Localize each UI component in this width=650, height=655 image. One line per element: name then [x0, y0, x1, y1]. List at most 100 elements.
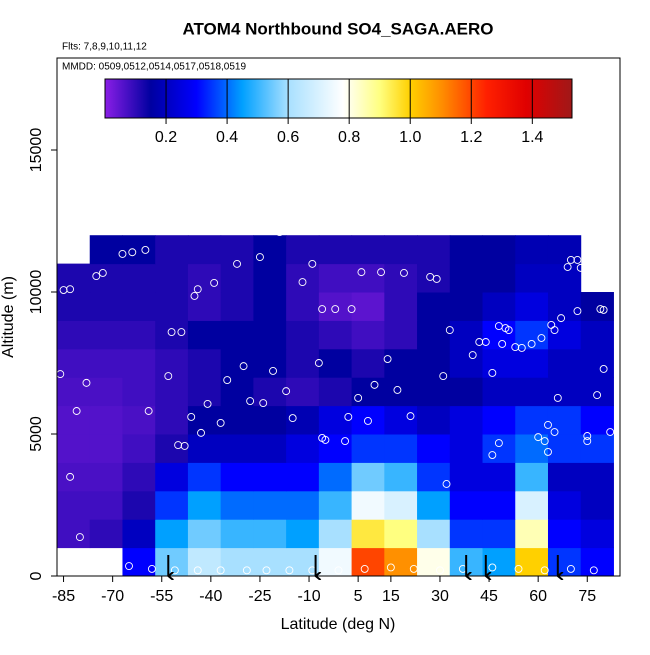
sample-point — [82, 378, 91, 387]
heat-cell — [482, 292, 516, 321]
sample-point — [210, 278, 219, 287]
heat-cell — [253, 519, 287, 549]
heat-cell — [57, 377, 91, 407]
y-axis-label: Altitude (m) — [0, 276, 17, 358]
heat-cell — [515, 490, 549, 520]
heat-cell — [580, 434, 614, 463]
sample-point — [599, 305, 608, 314]
heat-cell — [417, 462, 451, 492]
sample-point — [298, 278, 307, 287]
sample-point — [262, 566, 271, 575]
sample-point — [357, 268, 366, 277]
sample-point — [233, 259, 241, 268]
sample-point — [344, 413, 353, 421]
heat-cell — [417, 490, 451, 520]
heat-cell — [286, 320, 320, 350]
heat-cell — [318, 348, 353, 378]
heat-cell — [286, 348, 320, 378]
heat-cell — [286, 519, 320, 549]
heat-cell — [547, 490, 582, 520]
heat-cell — [417, 235, 451, 265]
heat-cell — [220, 462, 254, 492]
heat-cell — [417, 320, 451, 350]
heat-cell — [515, 434, 549, 463]
sample-point — [544, 447, 552, 456]
heat-cell — [417, 547, 451, 577]
sample-point — [517, 344, 526, 352]
heat-cell — [253, 547, 287, 577]
heat-cell — [449, 462, 484, 492]
heat-cell — [384, 320, 418, 350]
heat-cell — [89, 434, 123, 463]
heat-cell — [155, 405, 189, 435]
sample-point — [164, 372, 173, 381]
heat-cell — [482, 235, 516, 265]
x-axis-label: Latitude (deg N) — [281, 616, 396, 633]
sample-point — [540, 437, 549, 446]
sample-point — [534, 433, 543, 442]
heat-cell — [449, 405, 484, 435]
heat-cell — [515, 377, 549, 407]
heat-cell — [449, 263, 484, 293]
sample-point — [223, 376, 232, 384]
annotation: MMDD: 0509,0512,0514,0517,0518,0519 — [62, 62, 246, 73]
colorbar-tick-label: 1.2 — [460, 129, 482, 146]
heat-cell — [351, 292, 385, 321]
sample-point — [488, 368, 497, 377]
heat-cell — [318, 490, 353, 520]
x-tick-label: -10 — [297, 588, 320, 605]
heat-cell — [89, 462, 123, 492]
sample-point — [566, 564, 575, 573]
sample-point — [187, 413, 196, 421]
heat-cell — [253, 377, 287, 407]
heat-cell — [187, 377, 222, 407]
heat-cell — [89, 377, 123, 407]
heat-cell — [220, 405, 254, 435]
sample-point — [573, 307, 582, 315]
sample-point — [475, 338, 484, 346]
heat-cell — [89, 235, 123, 265]
sample-point — [544, 420, 552, 429]
sample-point — [406, 412, 415, 421]
colorbar — [104, 78, 573, 119]
colorbar-tick-label: 0.2 — [155, 129, 177, 146]
heat-cell — [89, 263, 123, 293]
sample-point — [255, 253, 264, 262]
colorbar-tick-label: 0.8 — [338, 129, 360, 146]
sample-point — [98, 269, 107, 277]
heat-cell — [482, 462, 516, 492]
heat-cell — [286, 263, 320, 293]
sample-point — [216, 566, 225, 575]
heat-cell — [515, 405, 549, 435]
heat-cell — [449, 490, 484, 520]
sample-point — [432, 274, 441, 283]
heat-cell — [57, 490, 91, 520]
heat-cell — [286, 547, 320, 577]
heat-cell — [286, 462, 320, 492]
heat-cell — [89, 320, 123, 350]
sample-point — [275, 228, 284, 237]
heat-cell — [220, 348, 254, 378]
heat-cell — [580, 490, 614, 520]
sample-point — [318, 305, 327, 313]
heat-cell — [122, 263, 156, 293]
heat-cell — [122, 377, 156, 407]
heat-cell — [122, 320, 156, 350]
heat-cell — [187, 235, 222, 265]
sample-point — [259, 399, 268, 407]
heat-cell — [482, 377, 516, 407]
heat-cell — [482, 263, 516, 293]
heat-cell — [57, 320, 91, 350]
sample-point — [468, 351, 477, 360]
heat-cell — [286, 434, 320, 463]
sample-point — [360, 564, 369, 573]
plot-frame — [56, 57, 621, 577]
heat-cell — [384, 434, 418, 463]
heat-cell — [482, 405, 516, 435]
heat-cell — [187, 434, 222, 463]
heat-cell — [482, 490, 516, 520]
heat-cell — [351, 405, 385, 435]
heat-cell — [384, 263, 418, 293]
sample-point — [436, 566, 444, 575]
